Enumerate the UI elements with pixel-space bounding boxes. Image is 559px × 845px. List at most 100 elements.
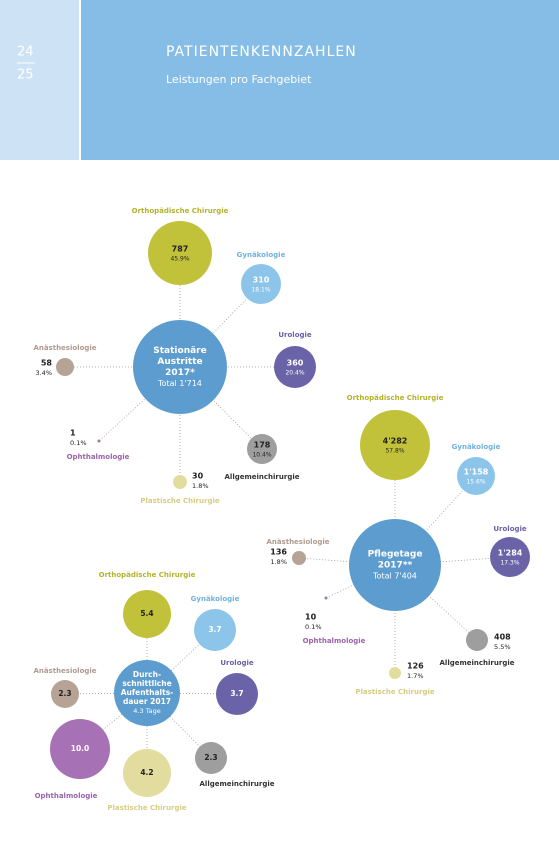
node-value: 1'158 [464,468,489,477]
node-value: 1 [70,429,76,438]
bubble [324,596,328,600]
node-label: Allgemeinchirurgie [200,780,275,788]
node-percent: 3.4% [35,369,52,377]
title: PATIENTENKENNZAHLEN [166,44,357,60]
node-value: 408 [494,633,511,642]
bubble [457,457,495,495]
node-label: Gynäkologie [452,443,501,451]
node-label: Orthopädische Chirurgie [347,394,444,402]
center-label: 4.3 Tage [133,707,160,715]
side-strip [0,0,79,160]
node-value: 360 [287,359,304,368]
bubble [195,742,227,774]
node-percent: 18.1% [251,287,270,294]
node-label: Orthopädische Chirurgie [132,207,229,215]
subtitle: Leistungen pro Fachgebiet [166,73,312,86]
bubble [97,439,101,443]
center-label: 2017* [165,368,195,378]
bubble [490,537,530,577]
center-bubble [133,320,227,414]
center-label: Total 7'404 [372,572,417,581]
node-value: 1'284 [498,549,523,558]
node-percent: 5.5% [494,643,511,651]
node-percent: 20.4% [285,370,304,377]
header-band [81,0,559,160]
connector [298,557,396,566]
center-bubble [349,519,441,611]
node-label: Allgemeinchirurgie [440,659,515,667]
center-label: Aufenthalts- [121,688,174,697]
page-number: 25 [17,68,34,83]
node-value: 787 [172,245,189,254]
node-label: Gynäkologie [191,595,240,603]
node-value: 178 [254,441,271,450]
node-value: 310 [253,276,270,285]
node-label: Plastische Chirurgie [355,688,434,696]
bubble [466,629,488,651]
bubble [360,410,430,480]
node-value: 126 [407,662,424,671]
bubble [123,590,171,638]
node-percent: 15.6% [466,479,485,486]
node-percent: 57.8% [385,448,404,455]
node-label: Anästhesiologie [33,344,96,352]
node-percent: 1.8% [270,558,287,566]
bubble [123,749,171,797]
node-percent: 1.8% [192,482,209,490]
bubble [148,221,212,285]
node-label: Urologie [278,331,312,339]
node-value: 5.4 [140,609,153,618]
center-label: Total 1'714 [157,379,202,388]
page-number: 24 [17,45,34,60]
node-percent: 1.7% [407,672,424,680]
node-label: Ophthalmologie [303,637,366,645]
bubble [241,264,281,304]
node-label: Urologie [493,525,527,533]
node-label: Ophthalmologie [35,792,98,800]
node-value: 2.3 [58,689,71,698]
node-value: 4'282 [383,437,408,446]
connector [179,366,263,450]
node-label: Plastische Chirurgie [107,804,186,812]
node-percent: 17.3% [500,560,519,567]
bubble [194,609,236,651]
node-label: Anästhesiologie [33,667,96,675]
bubble [247,434,277,464]
node-percent: 0.1% [305,623,322,631]
node-value: 58 [41,359,53,368]
center-label: Durch- [133,670,161,679]
bubble [50,719,110,779]
node-label: Ophthalmologie [67,453,130,461]
node-value: 10 [305,613,317,622]
node-value: 10.0 [71,744,90,753]
bubble [216,673,258,715]
center-label: Austritte [157,357,202,367]
node-value: 3.7 [208,625,221,634]
node-label: Urologie [220,659,254,667]
center-label: 2017** [378,561,413,571]
node-value: 4.2 [140,768,153,777]
node-value: 30 [192,472,204,481]
center-label: Pflegetage [368,550,423,560]
connector [394,475,477,566]
node-label: Gynäkologie [237,251,286,259]
bubble [274,346,316,388]
center-bubble [114,660,180,726]
node-label: Plastische Chirurgie [140,497,219,505]
node-value: 3.7 [230,689,243,698]
node-value: 136 [270,548,287,557]
bubble [173,475,187,489]
bubble [292,551,306,565]
node-percent: 0.1% [70,439,87,447]
bubble [51,680,79,708]
node-label: Anästhesiologie [266,538,329,546]
center-label: dauer 2017 [123,697,171,706]
center-label: schnittliche [122,679,171,688]
node-percent: 45.9% [170,256,189,263]
bubble [389,667,401,679]
node-percent: 10.4% [252,452,271,459]
bubble [56,358,74,376]
node-value: 2.3 [204,753,217,762]
node-label: Allgemeinchirurgie [225,473,300,481]
